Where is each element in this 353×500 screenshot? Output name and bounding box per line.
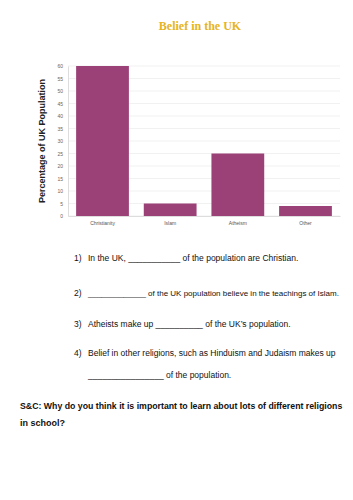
bar xyxy=(76,66,129,216)
y-tick: 45 xyxy=(57,101,68,107)
grid xyxy=(68,66,340,216)
y-tick-label: 60 xyxy=(57,63,63,69)
y-axis: 0 5 10 15 20 25 30 35 40 45 50 55 60 xyxy=(57,63,68,219)
y-tick-label: 5 xyxy=(60,201,63,207)
question-text: Belief in other religions, such as Hindu… xyxy=(88,348,336,358)
y-tick: 50 xyxy=(57,88,68,94)
y-tick-label: 25 xyxy=(57,151,63,157)
y-tick-label: 10 xyxy=(57,188,63,194)
x-tick-label: Other xyxy=(299,220,312,226)
y-tick: 55 xyxy=(57,76,68,82)
x-tick: Christianity xyxy=(90,216,115,226)
x-tick: Atheism xyxy=(229,216,247,226)
worksheet: Belief in the UK 0 5 10 15 20 25 30 35 40 45 50 55 60… xyxy=(0,0,353,500)
x-tick: Islam xyxy=(164,216,176,226)
y-tick: 20 xyxy=(57,163,68,169)
y-tick: 0 xyxy=(60,213,68,219)
y-tick: 10 xyxy=(57,188,68,194)
y-tick: 30 xyxy=(57,138,68,144)
y-tick-label: 40 xyxy=(57,113,63,119)
y-tick-label: 0 xyxy=(60,213,63,219)
y-tick-label: 30 xyxy=(57,138,63,144)
x-axis: Christianity Islam Atheism Other xyxy=(69,216,341,226)
question-number: 2) xyxy=(74,288,82,298)
y-tick-label: 15 xyxy=(57,176,63,182)
question-text: ________________ of the population. xyxy=(87,370,231,380)
bar xyxy=(144,204,197,217)
question-text: _____________ of the UK population belie… xyxy=(87,289,339,298)
y-tick-label: 20 xyxy=(57,163,63,169)
sc-question: S&C: Why do you think it is important to… xyxy=(20,401,342,411)
y-tick: 5 xyxy=(60,201,68,207)
x-axis-line xyxy=(69,216,341,217)
bars xyxy=(76,66,332,216)
question-number: 3) xyxy=(74,319,82,329)
y-tick-label: 50 xyxy=(57,88,63,94)
y-tick: 15 xyxy=(57,176,68,182)
x-tick-label: Atheism xyxy=(229,220,247,226)
y-tick-label: 35 xyxy=(57,126,63,132)
x-tick: Other xyxy=(299,216,312,226)
sc-question: in school? xyxy=(20,418,65,428)
question-number: 4) xyxy=(74,348,82,358)
bar xyxy=(211,154,264,217)
bar xyxy=(279,206,332,216)
y-tick: 60 xyxy=(57,63,68,69)
x-tick-label: Islam xyxy=(164,220,176,226)
y-tick: 40 xyxy=(57,113,68,119)
y-axis-title: Percentage of UK Population xyxy=(37,79,47,203)
y-tick: 25 xyxy=(57,151,68,157)
question-number: 1) xyxy=(74,253,82,263)
y-tick-label: 45 xyxy=(57,101,63,107)
title: Belief in the UK xyxy=(159,19,242,33)
y-tick-label: 55 xyxy=(57,76,63,82)
x-tick-label: Christianity xyxy=(90,220,115,226)
y-axis-line xyxy=(68,67,69,217)
y-tick: 35 xyxy=(57,126,68,132)
question-text: Atheists make up __________ of the UK’s … xyxy=(88,319,291,329)
question-text: In the UK, ___________ of the population… xyxy=(88,253,298,263)
